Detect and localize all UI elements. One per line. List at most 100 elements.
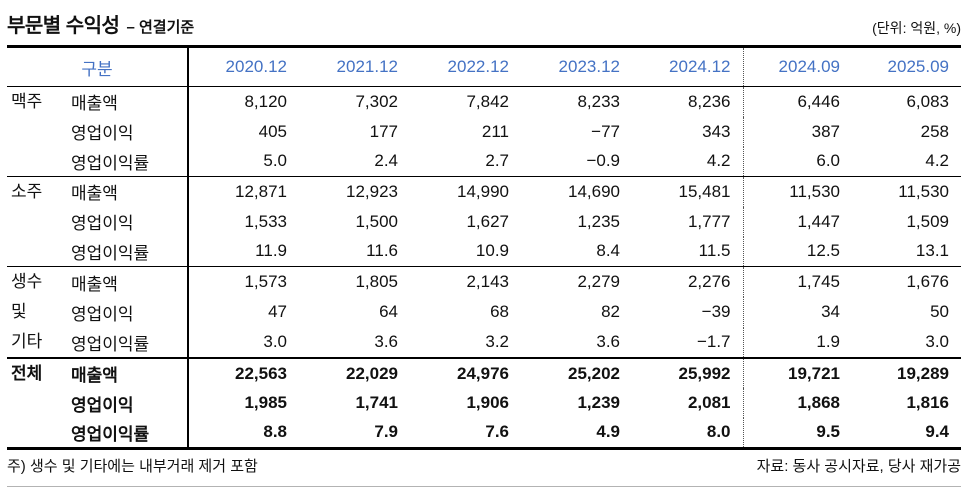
cell: 1,573 <box>244 272 287 291</box>
section-label-line: 기타 <box>11 332 43 351</box>
cell: 11.9 <box>255 241 287 261</box>
section-label-soju: 소주 <box>7 177 71 267</box>
cell: 47 <box>268 302 287 322</box>
cell: 19,289 <box>897 363 949 383</box>
cell: 2,081 <box>632 388 744 418</box>
cell: 68 <box>490 302 509 322</box>
cell: 387 <box>811 121 840 141</box>
cell: 1,741 <box>355 393 398 412</box>
column-header-period: 2020.12 <box>225 57 287 76</box>
cell: −39 <box>632 297 744 328</box>
cell: 1.9 <box>816 332 840 352</box>
cell: 12,871 <box>235 181 287 201</box>
cell: 3.6 <box>374 332 398 352</box>
cell: 4.2 <box>925 151 949 171</box>
cell: 1,805 <box>355 272 398 291</box>
metric-label: 매출액 <box>71 358 189 388</box>
column-header-period: 2024.09 <box>778 57 840 76</box>
table-row: 전체 매출액 22,563 22,029 24,976 25,202 25,99… <box>7 358 961 388</box>
table-row: 생수 및 기타 매출액 1,573 1,805 2,143 2,279 2,27… <box>7 266 961 351</box>
metric-label: 영업이익 <box>71 116 189 147</box>
cell: 34 <box>821 302 840 322</box>
metric-label: 영업이익률 <box>71 236 189 267</box>
cell: 1,447 <box>797 211 840 231</box>
cell: 7.6 <box>485 422 509 442</box>
table-row: 소주 매출액 12,871 12,923 14,990 14,690 15,48… <box>7 176 961 207</box>
cell: 6.0 <box>816 151 840 171</box>
cell: 50 <box>930 302 949 322</box>
cell: 4.9 <box>596 422 620 442</box>
cell: 11,530 <box>898 181 949 201</box>
cell: 2,276 <box>632 266 744 297</box>
cell: 1,676 <box>906 272 949 291</box>
metric-label: 영업이익률 <box>71 327 189 358</box>
cell: 1,906 <box>466 393 509 412</box>
metric-label: 영업이익률 <box>71 146 189 177</box>
cell: 1,509 <box>906 211 949 231</box>
table-row: 영업이익 1,533 1,500 1,627 1,235 1,777 1,447… <box>7 206 961 237</box>
cell: 10.9 <box>475 241 509 261</box>
column-header-period: 2021.12 <box>336 57 398 76</box>
cell: 25,202 <box>568 363 620 383</box>
section-label-line: 맥주 <box>11 92 43 111</box>
cell: 5.0 <box>263 151 287 171</box>
cell: 15,481 <box>632 176 744 207</box>
cell: 6,083 <box>906 91 949 111</box>
cell: 11.6 <box>366 241 398 261</box>
section-label-line: 소주 <box>11 182 43 201</box>
cell: 11,530 <box>789 181 840 201</box>
table-row: 영업이익률 5.0 2.4 2.7 −0.9 4.2 6.0 4.2 <box>7 146 961 177</box>
cell: 14,990 <box>457 181 509 201</box>
unit-label: (단위: 억원, %) <box>872 20 961 36</box>
cell: 1,235 <box>577 211 620 231</box>
table-row: 영업이익률 8.8 7.9 7.6 4.9 8.0 9.5 9.4 <box>7 418 961 448</box>
cell: −0.9 <box>586 151 620 171</box>
cell: 7,302 <box>355 91 398 111</box>
footnote: 주) 생수 및 기타에는 내부거래 제거 포함 <box>7 457 258 475</box>
cell: 22,563 <box>235 363 287 383</box>
cell: 343 <box>632 116 744 147</box>
title-bar: 부문별 수익성 – 연결기준 (단위: 억원, %) <box>7 8 961 38</box>
table-row: 영업이익률 3.0 3.6 3.2 3.6 −1.7 1.9 3.0 <box>7 327 961 358</box>
cell: 24,976 <box>457 363 509 383</box>
column-header-period: 2025.09 <box>887 57 949 76</box>
cell: 12.5 <box>806 241 840 261</box>
source-label: 자료: 동사 공시자료, 당사 재가공 <box>756 457 961 475</box>
cell: 11.5 <box>632 236 744 267</box>
cell: 2.4 <box>374 151 398 171</box>
page-title: 부문별 수익성 <box>7 15 120 37</box>
cell: 1,816 <box>906 393 949 412</box>
cell: 177 <box>369 121 398 141</box>
cell: 19,721 <box>788 363 840 383</box>
metric-label: 매출액 <box>71 266 189 297</box>
cell: 1,500 <box>355 211 398 231</box>
cell: 9.5 <box>816 422 840 442</box>
cell: 8.0 <box>632 418 744 448</box>
cell: −77 <box>591 121 620 141</box>
cell: 25,992 <box>632 358 744 388</box>
section-label-line: 및 <box>11 302 27 321</box>
cell: 7,842 <box>466 91 509 111</box>
cell: 13.1 <box>915 241 949 261</box>
cell: 211 <box>481 121 509 141</box>
table-row: 영업이익 47 64 68 82 −39 34 50 <box>7 297 961 328</box>
column-header-period: 2022.12 <box>447 57 509 76</box>
section-label-water-etc: 생수 및 기타 <box>7 267 71 359</box>
cell: 1,985 <box>244 393 287 412</box>
cell: 64 <box>379 302 398 322</box>
column-header-period: 2024.12 <box>632 46 744 87</box>
footer-bar: 주) 생수 및 기타에는 내부거래 제거 포함 자료: 동사 공시자료, 당사 … <box>7 457 961 477</box>
section-label-line: 생수 <box>11 272 43 291</box>
table-row: 영업이익 1,985 1,741 1,906 1,239 2,081 1,868… <box>7 388 961 418</box>
section-label-beer: 맥주 <box>7 87 71 177</box>
cell: 6,446 <box>797 91 840 111</box>
cell: 1,868 <box>797 393 840 412</box>
cell: 8,236 <box>632 86 744 117</box>
cell: 9.4 <box>925 422 949 442</box>
cell: 82 <box>601 302 620 322</box>
cell: 2.7 <box>485 151 509 171</box>
cell: 3.2 <box>485 332 509 352</box>
cell: 3.0 <box>263 332 287 352</box>
metric-label: 영업이익률 <box>71 418 189 448</box>
